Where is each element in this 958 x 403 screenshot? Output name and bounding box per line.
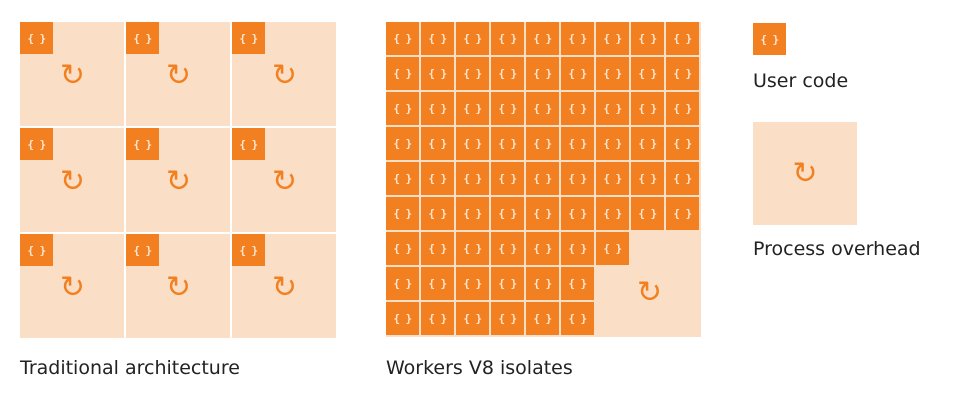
isolate-block: { } [456, 22, 489, 55]
isolate-block: { } [491, 57, 524, 90]
circular-arrow-icon: ↻ [59, 57, 86, 93]
isolate-block: { } [421, 22, 454, 55]
circular-arrow-icon: ↻ [165, 57, 192, 93]
isolate-block: { } [491, 302, 524, 335]
user-code-block: { } [20, 234, 53, 266]
isolate-block: { } [526, 197, 559, 230]
user-code-block: { } [126, 128, 159, 160]
circular-arrow-icon: ↻ [165, 163, 192, 199]
isolate-block: { } [526, 57, 559, 90]
isolate-block: { } [561, 57, 594, 90]
isolate-block: { } [386, 267, 419, 300]
isolate-block: { } [526, 232, 559, 265]
isolate-block: { } [386, 127, 419, 160]
isolate-block: { } [526, 302, 559, 335]
isolate-block: { } [456, 267, 489, 300]
isolate-block: { } [386, 22, 419, 55]
legend-process-overhead-label: Process overhead [753, 238, 921, 260]
isolate-block: { } [561, 127, 594, 160]
circular-arrow-icon: ↻ [59, 269, 86, 305]
isolate-block: { } [421, 302, 454, 335]
isolate-block: { } [386, 92, 419, 125]
circular-arrow-icon: ↻ [271, 269, 298, 305]
isolate-block: { } [526, 267, 559, 300]
isolate-block: { } [456, 232, 489, 265]
isolate-block: { } [561, 267, 594, 300]
isolate-block: { } [421, 162, 454, 195]
isolate-block: { } [491, 162, 524, 195]
isolate-block: { } [456, 92, 489, 125]
workers-caption: Workers V8 isolates [386, 357, 573, 379]
traditional-caption: Traditional architecture [20, 357, 240, 379]
isolate-block: { } [596, 162, 629, 195]
isolate-block: { } [386, 57, 419, 90]
isolate-block: { } [561, 22, 594, 55]
isolate-block: { } [526, 162, 559, 195]
isolate-block: { } [526, 127, 559, 160]
isolate-block: { } [666, 162, 699, 195]
isolate-block: { } [596, 22, 629, 55]
user-code-block: { } [20, 128, 53, 160]
isolate-block: { } [596, 57, 629, 90]
circular-arrow-icon: ↻ [271, 163, 298, 199]
isolate-block: { } [631, 162, 664, 195]
isolate-block: { } [561, 92, 594, 125]
isolate-block: { } [386, 197, 419, 230]
isolate-block: { } [491, 127, 524, 160]
circular-arrow-icon: ↻ [636, 274, 663, 310]
isolate-block: { } [491, 197, 524, 230]
user-code-block: { } [126, 22, 159, 54]
isolate-block: { } [631, 127, 664, 160]
isolate-block: { } [421, 57, 454, 90]
circular-arrow-icon: ↻ [165, 269, 192, 305]
isolate-block: { } [561, 232, 594, 265]
isolate-block: { } [596, 127, 629, 160]
isolate-block: { } [386, 162, 419, 195]
isolate-block: { } [421, 197, 454, 230]
isolate-block: { } [421, 127, 454, 160]
isolate-block: { } [386, 302, 419, 335]
isolate-block: { } [631, 197, 664, 230]
isolate-block: { } [596, 232, 629, 265]
legend-user-code-swatch: { } [753, 23, 786, 55]
isolate-block: { } [386, 232, 419, 265]
legend-process-overhead-swatch: ↻ [753, 122, 857, 225]
isolate-block: { } [491, 22, 524, 55]
circular-arrow-icon: ↻ [271, 57, 298, 93]
user-code-block: { } [232, 234, 265, 266]
isolate-block: { } [526, 22, 559, 55]
isolate-block: { } [666, 92, 699, 125]
circular-arrow-icon: ↻ [59, 163, 86, 199]
isolate-block: { } [631, 22, 664, 55]
legend-user-code-label: User code [753, 70, 849, 92]
isolate-block: { } [561, 162, 594, 195]
isolate-block: { } [456, 302, 489, 335]
isolate-block: { } [561, 197, 594, 230]
isolate-block: { } [631, 92, 664, 125]
isolate-block: { } [596, 197, 629, 230]
isolate-block: { } [456, 127, 489, 160]
user-code-block: { } [20, 22, 53, 54]
isolate-block: { } [491, 232, 524, 265]
isolate-block: { } [526, 92, 559, 125]
circular-arrow-icon: ↻ [792, 155, 818, 191]
isolate-block: { } [456, 197, 489, 230]
isolate-block: { } [491, 267, 524, 300]
isolate-block: { } [596, 92, 629, 125]
isolate-block: { } [561, 302, 594, 335]
isolate-block: { } [421, 92, 454, 125]
isolate-block: { } [666, 22, 699, 55]
isolate-block: { } [421, 232, 454, 265]
isolate-block: { } [666, 197, 699, 230]
isolate-block: { } [666, 127, 699, 160]
isolate-block: { } [491, 92, 524, 125]
user-code-block: { } [232, 22, 265, 54]
isolate-block: { } [456, 162, 489, 195]
user-code-block: { } [126, 234, 159, 266]
isolate-block: { } [421, 267, 454, 300]
user-code-block: { } [232, 128, 265, 160]
isolate-block: { } [631, 57, 664, 90]
isolate-block: { } [666, 57, 699, 90]
isolate-block: { } [456, 57, 489, 90]
